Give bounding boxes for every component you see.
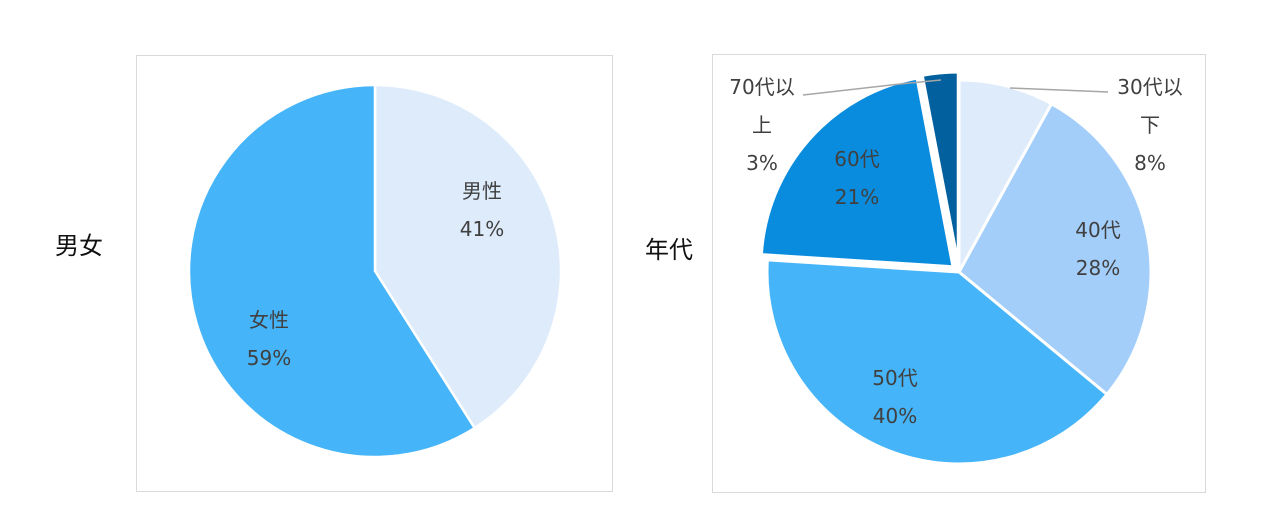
slice-label-30s-and-under: 30代以下 8% (1117, 75, 1182, 175)
slice-label-40s: 40代 28% (1075, 218, 1120, 280)
slice-label-60s: 60代 21% (834, 147, 879, 209)
pie-slice-70s-and-over (920, 70, 960, 265)
leader-line-70s-and-over (802, 79, 942, 96)
pie-slice-60s (759, 76, 955, 269)
slice-label-70s-and-over: 70代以上 3% (729, 75, 794, 175)
slice-label-male: 男性 41% (460, 179, 504, 241)
pie-slice-30s-and-under (957, 78, 1054, 273)
gender-chart-title: 男女 (55, 232, 103, 260)
slice-label-female: 女性 59% (247, 308, 291, 370)
leader-line-30s-and-under (1009, 87, 1109, 93)
pie-slice-50s (765, 258, 1110, 466)
pie-slice-40s (957, 101, 1153, 397)
slice-label-50s: 50代 40% (872, 366, 917, 428)
age-chart-title: 年代 (645, 236, 693, 264)
pie-slice-female (187, 83, 477, 459)
